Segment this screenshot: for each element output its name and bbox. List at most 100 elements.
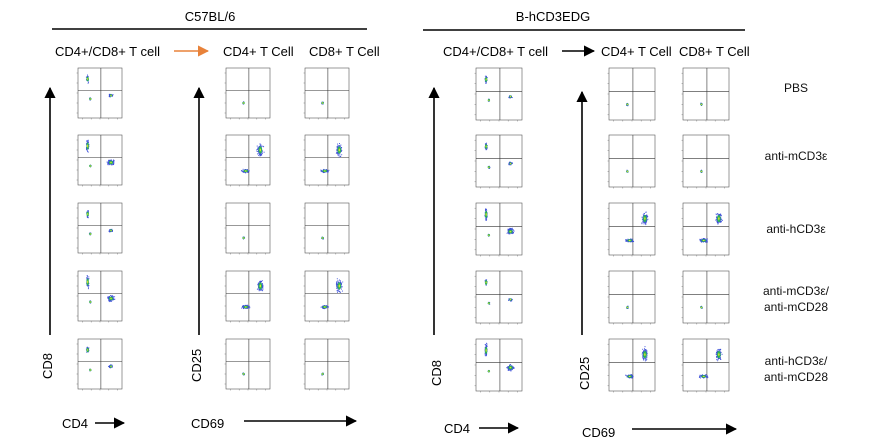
event-dot xyxy=(258,290,260,292)
density-peak xyxy=(644,217,646,221)
activation-header-cd8: CD8+ T Cell xyxy=(309,44,380,59)
event-dot xyxy=(336,291,339,293)
event-dot xyxy=(699,377,702,379)
density-peak xyxy=(87,280,89,284)
plot-frame xyxy=(77,67,123,119)
density-peak xyxy=(110,229,112,232)
plot-grid-bhcd3edg xyxy=(474,67,730,393)
event-dot xyxy=(241,170,243,172)
event-dot xyxy=(699,376,701,378)
event-dot xyxy=(341,282,343,284)
event-dot xyxy=(645,211,647,213)
event-dot xyxy=(718,213,720,215)
event-dot xyxy=(513,230,515,232)
event-dot xyxy=(336,287,338,289)
event-dot xyxy=(716,221,718,223)
event-dot xyxy=(699,374,701,376)
event-dot xyxy=(631,241,633,243)
event-dot xyxy=(627,238,629,240)
event-dot xyxy=(509,227,511,229)
dot-plot xyxy=(76,67,123,120)
event-dot xyxy=(114,298,116,300)
event-dot xyxy=(510,228,512,230)
event-dot xyxy=(645,349,647,351)
event-dot xyxy=(320,169,322,171)
activation-header-cd4: CD4+ T Cell xyxy=(601,44,672,59)
plot-frame xyxy=(475,67,523,121)
event-dot xyxy=(337,288,339,290)
density-peak xyxy=(244,170,247,172)
event-dot xyxy=(507,229,509,231)
event-dot xyxy=(337,290,340,292)
event-dot xyxy=(247,306,250,309)
event-dot xyxy=(706,377,708,379)
density-peak xyxy=(322,373,324,375)
cd69-axis-label: CD69 xyxy=(582,425,615,440)
event-dot xyxy=(700,239,702,241)
event-dot xyxy=(645,358,647,360)
density-peak xyxy=(110,94,112,97)
event-dot xyxy=(643,348,646,350)
event-dot xyxy=(705,376,708,378)
event-dot xyxy=(87,151,89,153)
density-peak xyxy=(322,237,324,239)
event-dot xyxy=(87,285,89,287)
event-dot xyxy=(484,353,486,355)
event-dot xyxy=(512,232,514,234)
event-dot xyxy=(249,305,251,307)
density-peak xyxy=(89,165,91,167)
event-dot xyxy=(718,348,720,350)
event-dot xyxy=(86,351,88,353)
event-dot xyxy=(643,213,645,215)
event-dot xyxy=(706,238,709,240)
event-dot xyxy=(87,82,89,84)
event-dot xyxy=(339,281,341,283)
event-dot xyxy=(109,295,111,297)
event-dot xyxy=(337,280,339,282)
event-dot xyxy=(706,241,708,243)
cd25-axis-label: CD25 xyxy=(577,357,592,390)
strain-title: B-hCD3EDG xyxy=(516,9,590,24)
condition-label: anti-hCD3ε xyxy=(766,222,826,236)
event-dot xyxy=(647,216,649,218)
dot-plot xyxy=(303,134,350,187)
density-peak xyxy=(509,96,512,98)
event-dot xyxy=(716,214,718,216)
gating-header: CD4+/CD8+ T cell xyxy=(443,44,548,59)
plot-frame xyxy=(77,270,123,322)
event-dot xyxy=(508,298,510,300)
dot-plot xyxy=(76,338,123,391)
event-dot xyxy=(261,283,263,285)
event-dot xyxy=(260,289,262,291)
event-dot xyxy=(717,360,719,362)
density-peak xyxy=(485,349,487,352)
event-dot xyxy=(327,172,329,174)
condition-label-line: anti-mCD3ε/ xyxy=(763,284,830,298)
density-peak xyxy=(626,306,629,308)
event-dot xyxy=(114,296,116,298)
event-dot xyxy=(106,161,108,163)
event-dot xyxy=(485,219,487,221)
event-dot xyxy=(107,159,110,161)
condition-label-line: anti-mCD28 xyxy=(764,300,828,314)
event-dot xyxy=(642,352,644,354)
event-dot xyxy=(484,355,486,357)
event-dot xyxy=(108,297,110,299)
event-dot xyxy=(645,224,647,226)
plot-frame xyxy=(475,134,523,188)
event-dot xyxy=(717,359,719,361)
event-dot xyxy=(625,374,627,376)
density-peak xyxy=(718,353,720,357)
dot-plot xyxy=(224,202,271,255)
event-dot xyxy=(259,155,261,157)
activation-header-cd8: CD8+ T Cell xyxy=(679,44,750,59)
event-dot xyxy=(260,144,262,146)
dot-plot xyxy=(224,270,271,323)
event-dot xyxy=(338,143,341,145)
plot-frame xyxy=(682,338,730,392)
event-dot xyxy=(644,346,646,348)
plot-frame xyxy=(304,134,350,186)
plot-frame xyxy=(225,202,271,254)
event-dot xyxy=(261,150,263,152)
event-dot xyxy=(701,238,703,240)
